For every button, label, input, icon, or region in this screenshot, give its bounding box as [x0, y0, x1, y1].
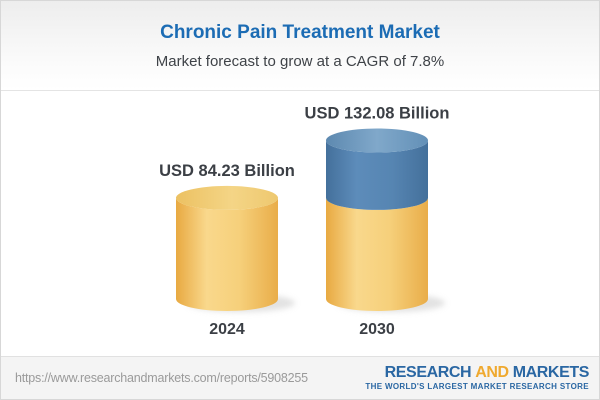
logo-word-markets: MARKETS [512, 364, 590, 381]
cylinder-2024 [176, 197, 278, 311]
cylinder-2024-top [176, 185, 278, 210]
category-label-2024: 2024 [209, 321, 245, 338]
cylinder-bar-chart: USD 84.23 Billion 2024 USD 132.08 Billion 2… [159, 105, 450, 338]
cylinder-2030-growth [326, 140, 428, 210]
category-label-2030: 2030 [359, 321, 395, 338]
header: Chronic Pain Treatment Market Market for… [1, 1, 599, 91]
chart-area: USD 84.23 Billion 2024 USD 132.08 Billion 2… [1, 91, 599, 361]
researchandmarkets-logo: RESEARCH AND MARKETS THE WORLD'S LARGEST M… [365, 365, 589, 391]
chart-subtitle: Market forecast to grow at a CAGR of 7.8… [155, 53, 445, 70]
logo-tagline: THE WORLD'S LARGEST MARKET RESEARCH STOR… [365, 382, 589, 391]
report-url-link[interactable]: https://www.researchandmarkets.com/repor… [15, 371, 308, 385]
logo-word-research: RESEARCH [384, 364, 472, 381]
cylinder-2030-top [326, 128, 428, 153]
logo-wordmark: RESEARCH AND MARKETS [365, 364, 590, 381]
value-label-2030: USD 132.08 Billion [305, 105, 450, 123]
cylinder-2030-base [326, 197, 428, 311]
value-label-2024: USD 84.23 Billion [159, 162, 295, 180]
footer: https://www.researchandmarkets.com/repor… [1, 356, 599, 399]
logo-word-and: AND [475, 364, 509, 381]
chart-title: Chronic Pain Treatment Market [160, 22, 440, 43]
